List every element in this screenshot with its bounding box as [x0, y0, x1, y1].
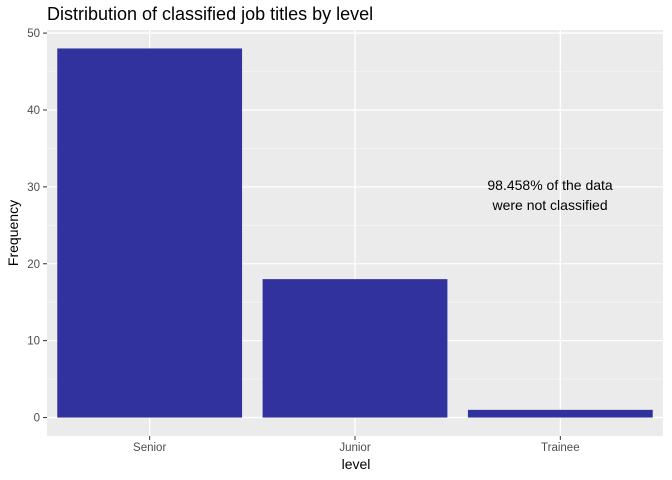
- y-tick-label: 50: [27, 28, 40, 40]
- y-tick-label: 40: [27, 105, 40, 117]
- annotation-line: 98.458% of the data: [487, 177, 613, 193]
- annotation-line: were not classified: [491, 197, 607, 213]
- x-tick-label-senior: Senior: [133, 442, 166, 454]
- y-tick-label: 20: [27, 259, 40, 271]
- bar-junior: [262, 279, 448, 418]
- y-axis-ticks: 0 10 20 30 40 50: [27, 28, 47, 425]
- y-tick-label: 30: [27, 182, 40, 194]
- annotation: 98.458% of the data were not classified: [487, 177, 613, 213]
- x-tick-label-trainee: Trainee: [541, 442, 580, 454]
- y-tick-label: 0: [34, 413, 40, 425]
- bar-trainee: [467, 409, 653, 418]
- bar-senior: [57, 48, 243, 418]
- chart-title: Distribution of classified job titles by…: [47, 4, 373, 24]
- y-tick-label: 10: [27, 336, 40, 348]
- x-axis-title: level: [342, 456, 371, 472]
- bars: [57, 48, 653, 418]
- x-axis-ticks: Senior Junior Trainee: [133, 436, 580, 454]
- x-tick-label-junior: Junior: [339, 442, 370, 454]
- y-axis-title: Frequency: [5, 200, 21, 266]
